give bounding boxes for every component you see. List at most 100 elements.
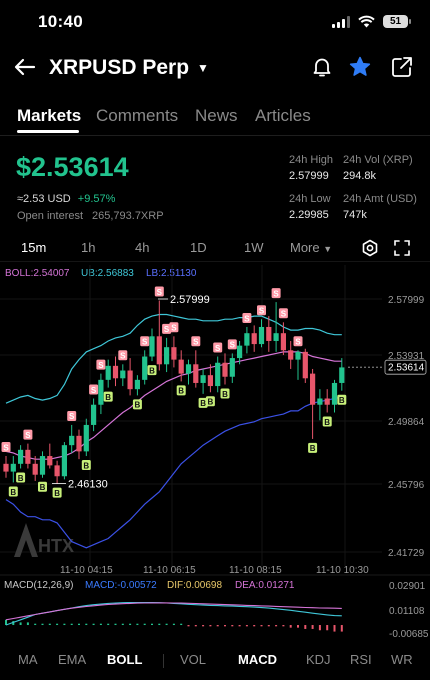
candle-up [258,326,265,345]
timeframe-15m[interactable]: 15m [21,240,47,255]
candle-up [295,351,301,360]
price-axis-label: 2.49864 [388,417,425,428]
timeframe-1w[interactable]: 1W [244,240,264,255]
macd-hist-bar [121,623,124,626]
candle-up [142,356,148,380]
indicator-rsi[interactable]: RSI [350,652,372,667]
candle-up [339,367,345,383]
sell-signal-marker [242,312,252,323]
buy-signal-label: B [222,390,228,399]
sell-signal-label: S [244,314,250,323]
boll-upper-line [5,313,342,404]
macd-hist-bar [158,623,161,626]
pair-selector[interactable]: XRPUSD Perp ▼ [49,56,209,80]
candle-up [237,345,243,359]
sell-signal-marker [140,336,150,347]
time-axis-label: 11-10 06:15 [143,565,196,576]
timeframe-1h[interactable]: 1h [81,240,96,255]
macd-hist-bar [231,625,234,627]
indicator-ema[interactable]: EMA [58,652,87,667]
boll-lower-value: LB:2.51130 [146,268,197,279]
macd-axis-label: -0.00685 [389,629,429,640]
sell-signal-label: S [98,361,104,370]
indicator-vol[interactable]: VOL [180,652,207,667]
caret-down-icon: ▼ [197,61,209,75]
macd-axis-label: 0.01108 [389,606,425,617]
candle-up [69,435,75,446]
macd-hist-bar [151,623,153,626]
macd-hist-bar [136,623,139,626]
macd-hist-bar [180,623,183,626]
macd-hist-bar [238,625,241,627]
macd-hist-bar [92,623,95,626]
boll-mid-value: BOLL:2.54007 [5,268,70,279]
fullscreen-icon[interactable] [393,239,411,257]
buy-signal-label: B [339,396,345,405]
share-icon[interactable] [389,54,415,80]
candle-down [156,336,162,365]
price-axis-label: 2.41729 [388,548,425,559]
candle-down [288,350,294,360]
indicator-ma[interactable]: MA [18,652,38,667]
amt-value: 747k [343,209,367,221]
sell-signal-marker [271,288,281,299]
timeframe-1d[interactable]: 1D [190,240,207,255]
macd-hist-bar [289,625,292,628]
boll-upper-value: UB:2.56883 [81,268,134,279]
macd-hist-bar [297,625,299,628]
candle-up [105,365,111,380]
price-change: +9.57% [77,193,116,205]
indicator-wr[interactable]: WR [391,652,413,667]
buy-signal-marker [81,460,91,471]
buy-signal-label: B [10,488,16,497]
macd-hist-bar [202,625,205,627]
indicator-bar: MA EMA BOLL VOL MACD KDJ RSI WR [0,646,430,676]
current-price-tag[interactable] [384,359,427,375]
buy-signal-label: B [83,461,89,470]
candle-up [134,379,140,390]
macd-hist-bar [224,625,226,627]
indicator-macd[interactable]: MACD [238,652,277,667]
tab-articles[interactable]: Articles [255,106,311,125]
macd-hist-bar [41,623,44,626]
macd-value: MACD:-0.00572 [85,580,157,591]
sell-signal-marker [293,336,303,347]
caret-down-small-icon: ▼ [323,244,333,254]
timeframe-4h[interactable]: 4h [135,240,150,255]
bell-icon[interactable] [309,54,335,80]
macd-hist-bar [165,623,168,626]
candle-down [266,326,272,341]
macd-hist-bar [85,623,88,626]
htx-logo-icon [14,523,38,557]
indicator-settings-icon[interactable] [361,239,379,257]
usd-approx: ≈2.53 USD [17,193,71,205]
candle-down [54,465,60,477]
macd-hist-bar [78,623,80,626]
time-axis-label: 11-10 08:15 [229,565,282,576]
buy-signal-label: B [105,393,111,402]
candle-up [273,333,279,341]
buy-signal-marker [322,416,332,427]
main-tabs: Markets Comments News Articles [0,96,430,136]
indicator-boll[interactable]: BOLL [107,652,143,667]
candle-up [39,456,46,475]
time-axis-label: 11-10 04:15 [60,565,113,576]
dif-value: DIF:0.00698 [167,580,223,591]
indicator-kdj[interactable]: KDJ [306,652,331,667]
candle-up [61,445,67,477]
macd-dif-line [5,601,342,626]
sell-signal-label: S [164,325,170,334]
back-arrow-icon[interactable] [12,54,38,80]
macd-hist-bar [267,625,270,627]
tab-markets[interactable]: Markets [17,106,82,125]
candle-up [120,370,126,379]
sell-signal-label: S [281,310,287,319]
star-icon[interactable] [347,54,373,80]
tab-comments[interactable]: Comments [96,106,179,125]
tab-news[interactable]: News [195,106,238,125]
high-price-annotation: 2.57999 [170,294,210,306]
timeframe-more[interactable]: More ▼ [290,240,332,255]
macd-hist-bar [194,625,197,627]
buy-signal-marker [308,442,318,453]
